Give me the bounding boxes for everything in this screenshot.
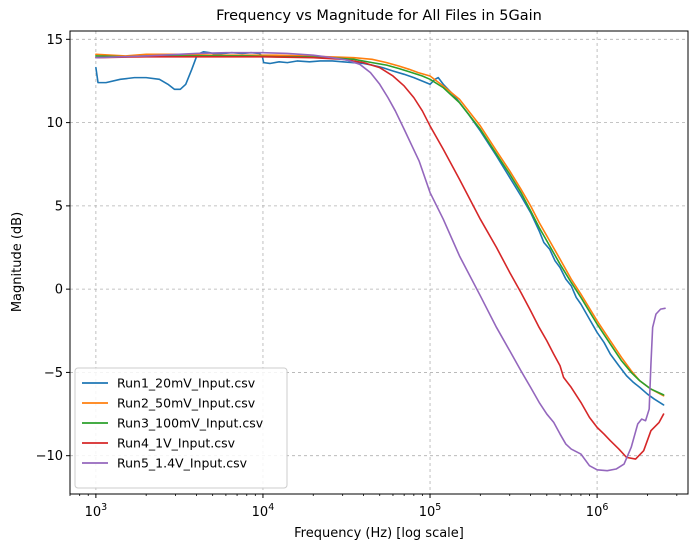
- y-tick-label: −10: [36, 449, 63, 464]
- plot-series: [95, 51, 666, 472]
- legend-label: Run2_50mV_Input.csv: [117, 396, 256, 411]
- legend-box: [74, 367, 288, 489]
- series-line-4: [95, 56, 665, 460]
- x-tick-exponent: 3: [101, 502, 107, 513]
- x-tick-exponent: 5: [435, 502, 441, 513]
- series-line-1: [95, 51, 665, 406]
- x-tick-label: 106: [586, 502, 609, 520]
- x-tick-exponent: 6: [602, 502, 608, 513]
- plot-frame: [69, 30, 689, 495]
- x-tick-base: 10: [85, 505, 102, 520]
- legend-label: Run4_1V_Input.csv: [117, 436, 236, 451]
- x-tick-base: 10: [419, 505, 436, 520]
- y-tick-label: 0: [55, 283, 63, 298]
- x-tick-label: 105: [419, 502, 442, 520]
- chart-title: Frequency vs Magnitude for All Files in …: [216, 8, 542, 24]
- x-tick-exponent: 4: [268, 502, 274, 513]
- series-line-2: [95, 53, 665, 397]
- legend-label: Run1_20mV_Input.csv: [117, 376, 256, 391]
- x-axis-title: Frequency (Hz) [log scale]: [294, 526, 464, 541]
- y-axis-title: Magnitude (dB): [10, 212, 25, 312]
- x-tick-base: 10: [586, 505, 603, 520]
- legend-label: Run5_1.4V_Input.csv: [117, 456, 248, 471]
- x-tick-base: 10: [252, 505, 269, 520]
- y-tick-label: 10: [46, 116, 63, 131]
- x-tick-label: 104: [252, 502, 275, 520]
- legend: Run1_20mV_Input.csv Run2_50mV_Input.csv Ru…: [74, 367, 288, 489]
- series-line-5: [95, 51, 666, 472]
- legend-label: Run3_100mV_Input.csv: [117, 416, 264, 431]
- x-tick-label: 103: [85, 502, 108, 520]
- y-tick-label: 5: [55, 199, 63, 214]
- y-tick-label: 15: [46, 33, 63, 48]
- y-tick-label: −5: [44, 366, 63, 381]
